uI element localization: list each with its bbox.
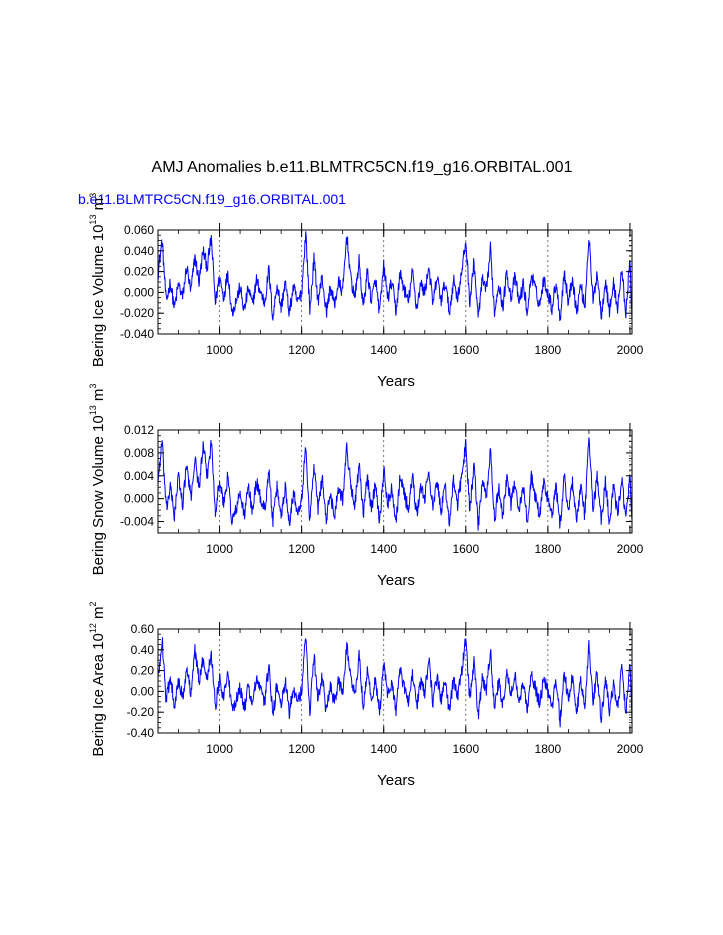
y-tick-label: -0.040 bbox=[120, 327, 154, 341]
series-line-2 bbox=[158, 637, 632, 728]
y-tick-label: 0.40 bbox=[131, 643, 155, 657]
y-axis-title: Bering Ice Area 1012 m2 bbox=[88, 601, 107, 756]
y-tick-label: 0.004 bbox=[124, 469, 154, 483]
x-tick-label: 1600 bbox=[452, 343, 479, 357]
y-tick-label: 0.000 bbox=[124, 285, 154, 299]
panel-snow-volume: -0.004 0.000 0.004 0.008 0.012 1000 1200 1400 16… bbox=[88, 384, 644, 589]
x-tick-label: 1800 bbox=[535, 742, 562, 756]
x-tick-label: 1000 bbox=[206, 343, 233, 357]
chart-title: AMJ Anomalies b.e11.BLMTRC5CN.f19_g16.OR… bbox=[152, 159, 573, 176]
x-tick-label: 1600 bbox=[452, 542, 479, 556]
x-tick-label: 1200 bbox=[288, 542, 315, 556]
y-tick-label: -0.004 bbox=[120, 515, 154, 529]
x-tick-label: 1400 bbox=[370, 542, 397, 556]
x-tick-label: 1800 bbox=[535, 343, 562, 357]
x-tick-label: 1800 bbox=[535, 542, 562, 556]
x-tick-label: 1200 bbox=[288, 742, 315, 756]
y-tick-label: 0.040 bbox=[124, 244, 154, 258]
y-tick-label: -0.20 bbox=[127, 705, 155, 719]
y-tick-label: 0.00 bbox=[131, 684, 155, 698]
x-tick-label: 1400 bbox=[370, 742, 397, 756]
x-axis-title: Years bbox=[377, 772, 415, 789]
x-axis-title: Years bbox=[377, 373, 415, 390]
x-tick-label: 1000 bbox=[206, 542, 233, 556]
y-tick-label: 0.060 bbox=[124, 223, 154, 237]
x-tick-label: 2000 bbox=[617, 742, 644, 756]
panel-ice-volume: -0.040 -0.020 0.000 0.020 0.040 0.060 1000 1200… bbox=[88, 193, 644, 390]
y-axis-title: Bering Snow Volume 1013 m3 bbox=[88, 384, 107, 576]
y-axis-title: Bering Ice Volume 1013 m3 bbox=[88, 193, 107, 367]
y-tick-label: -0.40 bbox=[127, 726, 155, 740]
x-axis-title: Years bbox=[377, 572, 415, 589]
y-tick-label: 0.60 bbox=[131, 622, 155, 636]
panel-ice-area: -0.40 -0.20 0.00 0.20 0.40 0.60 1000 1200 1400 16… bbox=[88, 601, 644, 789]
x-tick-label: 2000 bbox=[617, 542, 644, 556]
y-tick-label: -0.020 bbox=[120, 306, 154, 320]
x-tick-label: 2000 bbox=[617, 343, 644, 357]
y-tick-label: 0.020 bbox=[124, 265, 154, 279]
x-tick-label: 1200 bbox=[288, 343, 315, 357]
x-tick-label: 1400 bbox=[370, 343, 397, 357]
y-tick-label: 0.20 bbox=[131, 664, 155, 678]
y-tick-label: 0.000 bbox=[124, 492, 154, 506]
chart-subtitle: b.e11.BLMTRC5CN.f19_g16.ORBITAL.001 bbox=[78, 191, 346, 207]
x-tick-label: 1600 bbox=[452, 742, 479, 756]
y-tick-label: 0.012 bbox=[124, 423, 154, 437]
series-line-0 bbox=[158, 231, 632, 324]
y-tick-label: 0.008 bbox=[124, 446, 154, 460]
x-tick-label: 1000 bbox=[206, 742, 233, 756]
series-line-1 bbox=[158, 437, 632, 531]
